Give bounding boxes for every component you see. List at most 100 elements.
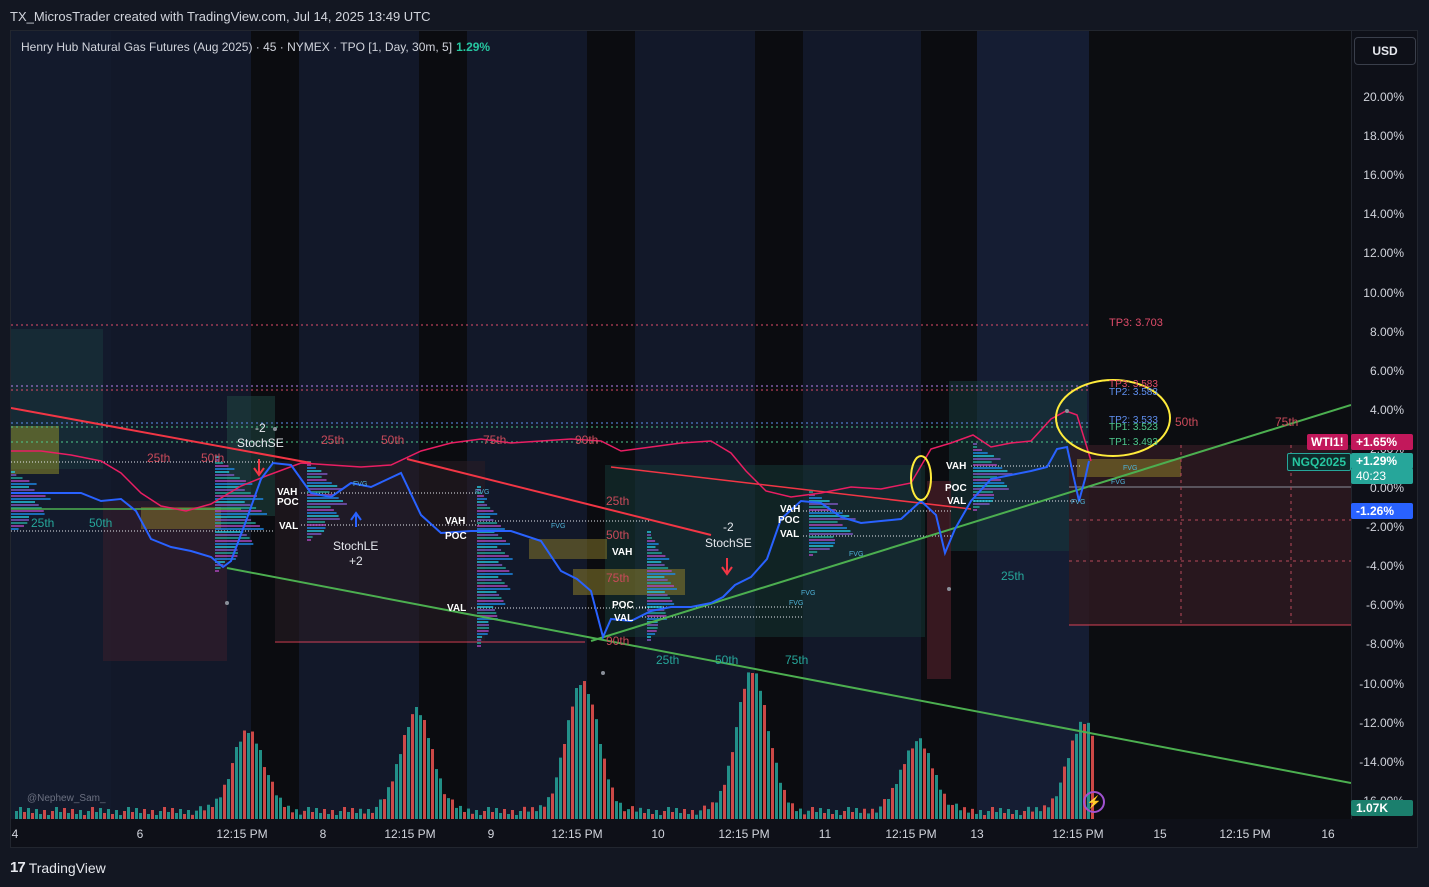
val-label: VAL (614, 613, 634, 624)
alert-bolt-icon[interactable]: ⚡ (1083, 791, 1105, 813)
price-axis-label: -4.00% (1365, 559, 1404, 574)
zone-box (927, 481, 951, 679)
symbol-legend[interactable]: Henry Hub Natural Gas Futures (Aug 2025)… (21, 40, 490, 54)
price-axis-label: -6.00% (1365, 598, 1404, 613)
stoch-se-label: StochSE (705, 536, 752, 550)
fib-50-label: 50th (715, 653, 739, 667)
fvg-tag: FVG (551, 523, 566, 530)
watermark: @Nephew_Sam_ (27, 793, 106, 804)
tradingview-brand: TradingView (28, 859, 106, 876)
fib-25-label: 25th (606, 494, 630, 508)
chart-canvas (11, 31, 1351, 819)
poc-label: POC (445, 531, 467, 542)
fib-50-label: 50th (381, 433, 405, 447)
fib-90-label: 90th (575, 433, 599, 447)
chart-plot-area[interactable]: Henry Hub Natural Gas Futures (Aug 2025)… (11, 31, 1351, 819)
time-axis-label: 12:15 PM (1219, 827, 1271, 841)
price-scale[interactable]: 20.00% 18.00% 16.00% 14.00% 12.00% 10.00% 8.00… (1351, 31, 1417, 819)
fvg-tag: FVG (1123, 465, 1138, 472)
time-axis-label: 9 (487, 827, 495, 841)
time-axis-label: 12:15 PM (551, 827, 603, 841)
ng-change-badge: +1.29% (1351, 453, 1413, 469)
tradingview-logo[interactable]: 17 TradingView (10, 859, 106, 876)
snapshot-credit: TX_MicrosTrader created with TradingView… (10, 9, 431, 24)
val-label: VAL (947, 496, 967, 507)
time-scale[interactable]: 4 6 12:15 PM 8 12:15 PM 9 12:15 PM 10 12:15 PM 11… (11, 819, 1351, 847)
signal-plus2: +2 (349, 554, 363, 568)
time-axis-label: 8 (319, 827, 327, 841)
fib-50-label: 50th (89, 516, 113, 530)
price-axis-label: -2.00% (1365, 520, 1404, 535)
fib-25-label: 25th (1001, 569, 1025, 583)
fvg-tag: FVG (1071, 499, 1086, 506)
time-axis-label: 12:15 PM (718, 827, 770, 841)
volume-bars (15, 672, 1094, 819)
time-axis-label: 16 (1321, 827, 1335, 841)
fib-75-label: 75th (785, 653, 809, 667)
val-label: VAL (279, 521, 299, 532)
fib-90-label: 90th (606, 634, 630, 648)
ng-symbol-badge: NGQ2025 (1287, 453, 1352, 471)
time-axis-label: 13 (970, 827, 984, 841)
legend-title: Henry Hub Natural Gas Futures (Aug 2025)… (21, 40, 453, 54)
vah-label: VAH (780, 504, 801, 515)
time-axis-label: 12:15 PM (384, 827, 436, 841)
tp3-high-label: TP3: 3.703 (1109, 317, 1163, 329)
poc-label: POC (945, 483, 967, 494)
chart-frame: Henry Hub Natural Gas Futures (Aug 2025)… (10, 30, 1418, 848)
zone-box (949, 381, 1087, 551)
volume-badge: 1.07K (1351, 800, 1413, 816)
poc-label: POC (612, 600, 634, 611)
fib-25-label: 25th (321, 433, 345, 447)
vah-label: VAH (946, 461, 967, 472)
price-axis-label: -14.00% (1359, 754, 1404, 769)
fib-50-label: 50th (1175, 415, 1199, 429)
tp1b-label: TP1: 3.523 (1109, 422, 1158, 433)
tradingview-mark-icon: 17 (10, 859, 26, 876)
stoch-se-label: StochSE (237, 436, 284, 450)
time-axis-label: 12:15 PM (885, 827, 937, 841)
legend-change: 1.29% (456, 40, 491, 54)
fvg-tag: FVG (475, 489, 490, 496)
currency-button[interactable]: USD (1354, 37, 1416, 65)
time-axis-label: 10 (651, 827, 665, 841)
price-axis-label: -10.00% (1359, 676, 1404, 691)
time-axis-label: 12:15 PM (1052, 827, 1104, 841)
wti-symbol-badge: WTI1! (1307, 434, 1348, 450)
session-backgrounds (11, 31, 1351, 819)
signal-minus2: -2 (723, 520, 734, 534)
val-label: VAL (780, 529, 800, 540)
time-axis-label: 6 (136, 827, 144, 841)
fib-75-label: 75th (606, 571, 630, 585)
price-axis-label: 20.00% (1363, 90, 1404, 104)
negative-change-badge: -1.26% (1351, 503, 1413, 519)
time-axis-label: 4 (11, 827, 19, 841)
price-axis-label: 18.00% (1363, 129, 1404, 144)
price-axis-label: 0.00% (1369, 481, 1404, 495)
price-axis-label: 12.00% (1363, 246, 1404, 261)
signal-minus2: -2 (255, 421, 266, 435)
tp1-label: TP1: 3.493 (1109, 437, 1158, 448)
vah-label: VAH (277, 487, 298, 498)
price-axis-label: 8.00% (1369, 324, 1404, 339)
vah-label: VAH (612, 547, 633, 558)
vah-label: VAH (445, 516, 466, 527)
price-axis-label: 4.00% (1369, 402, 1404, 417)
fvg-tag: FVG (353, 481, 368, 488)
tp2-label: TP2: 3.583 (1109, 387, 1158, 398)
fib-75-label: 75th (1275, 415, 1299, 429)
fib-75-label: 75th (483, 433, 507, 447)
price-axis-label: 10.00% (1363, 285, 1404, 300)
price-axis-label: 16.00% (1363, 168, 1404, 183)
fib-50-label: 50th (201, 451, 225, 465)
fvg-tag: FVG (849, 551, 864, 558)
fvg-tag: FVG (1111, 479, 1126, 486)
val-label: VAL (447, 603, 467, 614)
price-axis-label: 6.00% (1369, 363, 1404, 378)
top-bar: TX_MicrosTrader created with TradingView… (0, 0, 1429, 30)
ng-countdown-badge: 40:23 (1351, 468, 1413, 484)
poc-label: POC (778, 515, 800, 526)
price-axis-label: -12.00% (1359, 715, 1404, 730)
poc-label: POC (277, 497, 299, 508)
price-axis-label: 14.00% (1363, 207, 1404, 222)
